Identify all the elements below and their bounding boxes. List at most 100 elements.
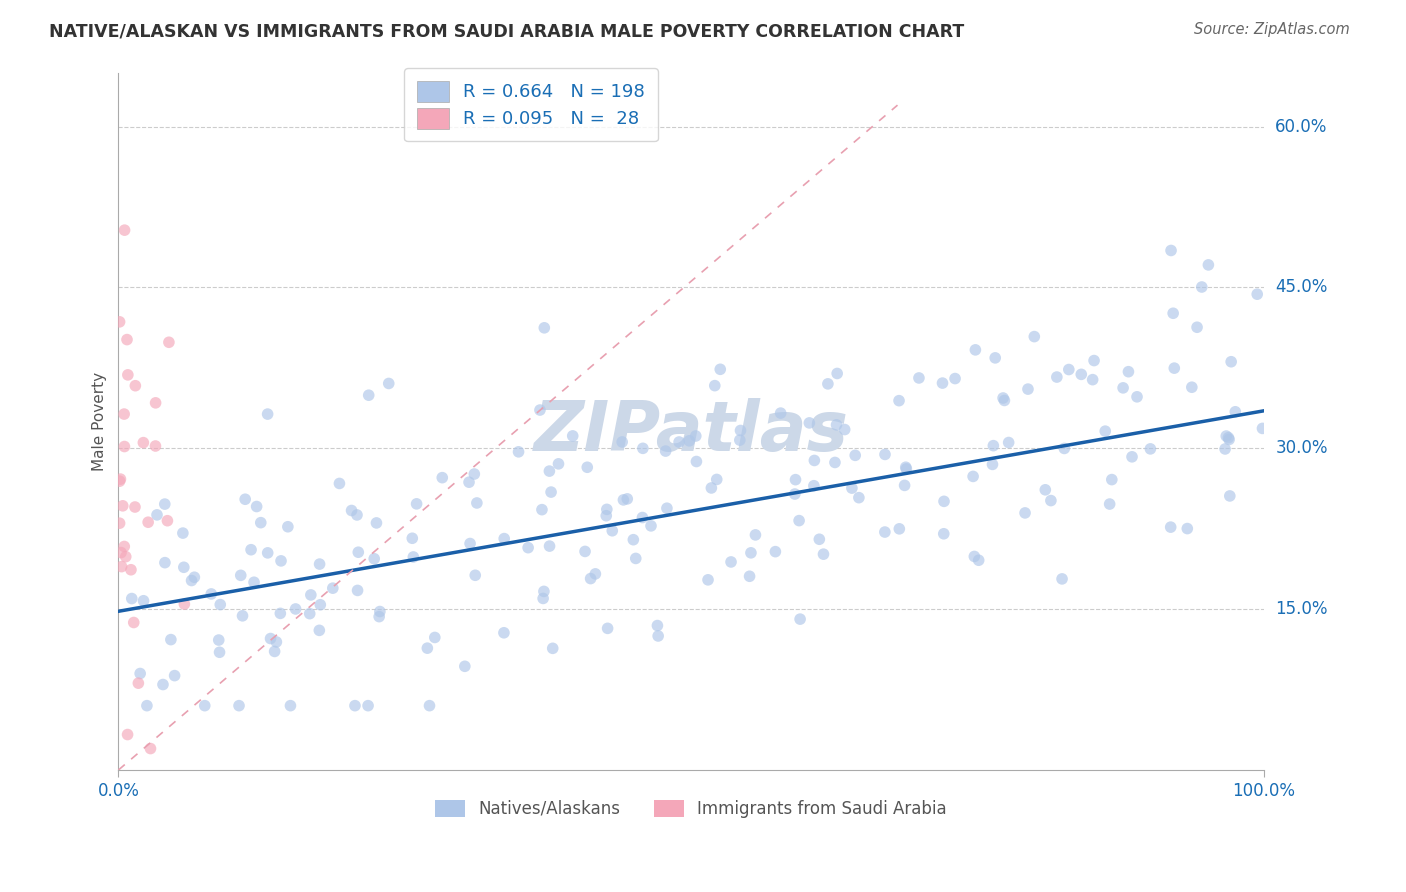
Point (121, 591, 143, 606)
Point (896, 462, 918, 476)
Point (122, 615, 145, 630)
Point (640, 519, 662, 533)
Point (183, 570, 205, 584)
Point (825, 417, 848, 432)
Text: 30.0%: 30.0% (1275, 439, 1327, 458)
Point (172, 526, 194, 541)
Point (357, 698, 380, 713)
Point (120, 563, 142, 577)
Point (115, 333, 138, 347)
Point (136, 515, 159, 529)
Point (1160, 244, 1182, 258)
Point (631, 442, 654, 456)
Point (1197, 258, 1219, 272)
Point (706, 472, 728, 486)
Point (848, 491, 870, 505)
Point (309, 598, 332, 612)
Point (298, 607, 321, 621)
Point (803, 453, 825, 467)
Point (596, 502, 619, 516)
Point (873, 447, 896, 461)
Point (595, 508, 617, 523)
Point (153, 497, 176, 511)
Point (266, 635, 288, 649)
Point (517, 541, 540, 555)
Point (423, 631, 446, 645)
Point (1219, 489, 1241, 503)
Point (1053, 442, 1076, 456)
Point (129, 666, 152, 681)
Point (347, 545, 370, 559)
Point (299, 588, 322, 602)
Point (685, 454, 707, 468)
Point (529, 403, 551, 417)
Point (157, 335, 180, 350)
Point (783, 487, 806, 501)
Point (366, 516, 388, 530)
Point (841, 481, 863, 495)
Point (813, 547, 835, 561)
Point (280, 698, 302, 713)
Point (1218, 433, 1240, 447)
Point (787, 514, 810, 528)
Point (160, 632, 183, 647)
Point (1160, 520, 1182, 534)
Point (153, 556, 176, 570)
Point (1246, 287, 1268, 301)
Point (1126, 390, 1149, 404)
Point (405, 497, 427, 511)
Point (402, 549, 425, 564)
Point (1121, 450, 1143, 464)
Point (547, 457, 569, 471)
Point (1101, 473, 1123, 487)
Point (1094, 424, 1116, 438)
Point (401, 531, 423, 545)
Point (1251, 421, 1274, 435)
Point (135, 698, 157, 713)
Point (233, 492, 256, 507)
Point (308, 557, 330, 571)
Point (111, 499, 134, 513)
Point (108, 315, 131, 329)
Point (1185, 320, 1208, 334)
Point (1215, 429, 1237, 443)
Point (943, 371, 966, 385)
Point (1161, 306, 1184, 320)
Point (243, 575, 266, 590)
Point (1017, 382, 1039, 396)
Point (579, 572, 602, 586)
Point (621, 533, 644, 547)
Point (1098, 497, 1121, 511)
Point (368, 605, 391, 619)
Point (108, 516, 131, 531)
Text: ZIPatlas: ZIPatlas (534, 399, 849, 466)
Point (209, 598, 232, 612)
Point (963, 549, 986, 564)
Point (740, 546, 762, 560)
Point (616, 491, 638, 506)
Point (703, 378, 725, 392)
Point (110, 546, 132, 560)
Point (108, 474, 131, 488)
Point (208, 645, 231, 659)
Point (533, 584, 555, 599)
Point (200, 587, 222, 601)
Point (709, 362, 731, 376)
Point (720, 555, 742, 569)
Point (647, 629, 669, 643)
Point (117, 368, 139, 382)
Point (494, 532, 516, 546)
Point (931, 376, 953, 390)
Point (145, 439, 167, 453)
Point (991, 391, 1014, 405)
Point (246, 500, 269, 514)
Point (967, 553, 990, 567)
Point (208, 633, 231, 648)
Point (256, 546, 278, 560)
Text: 15.0%: 15.0% (1275, 600, 1327, 618)
Point (492, 625, 515, 640)
Point (145, 396, 167, 410)
Point (538, 464, 561, 478)
Point (538, 539, 561, 553)
Point (600, 524, 623, 538)
